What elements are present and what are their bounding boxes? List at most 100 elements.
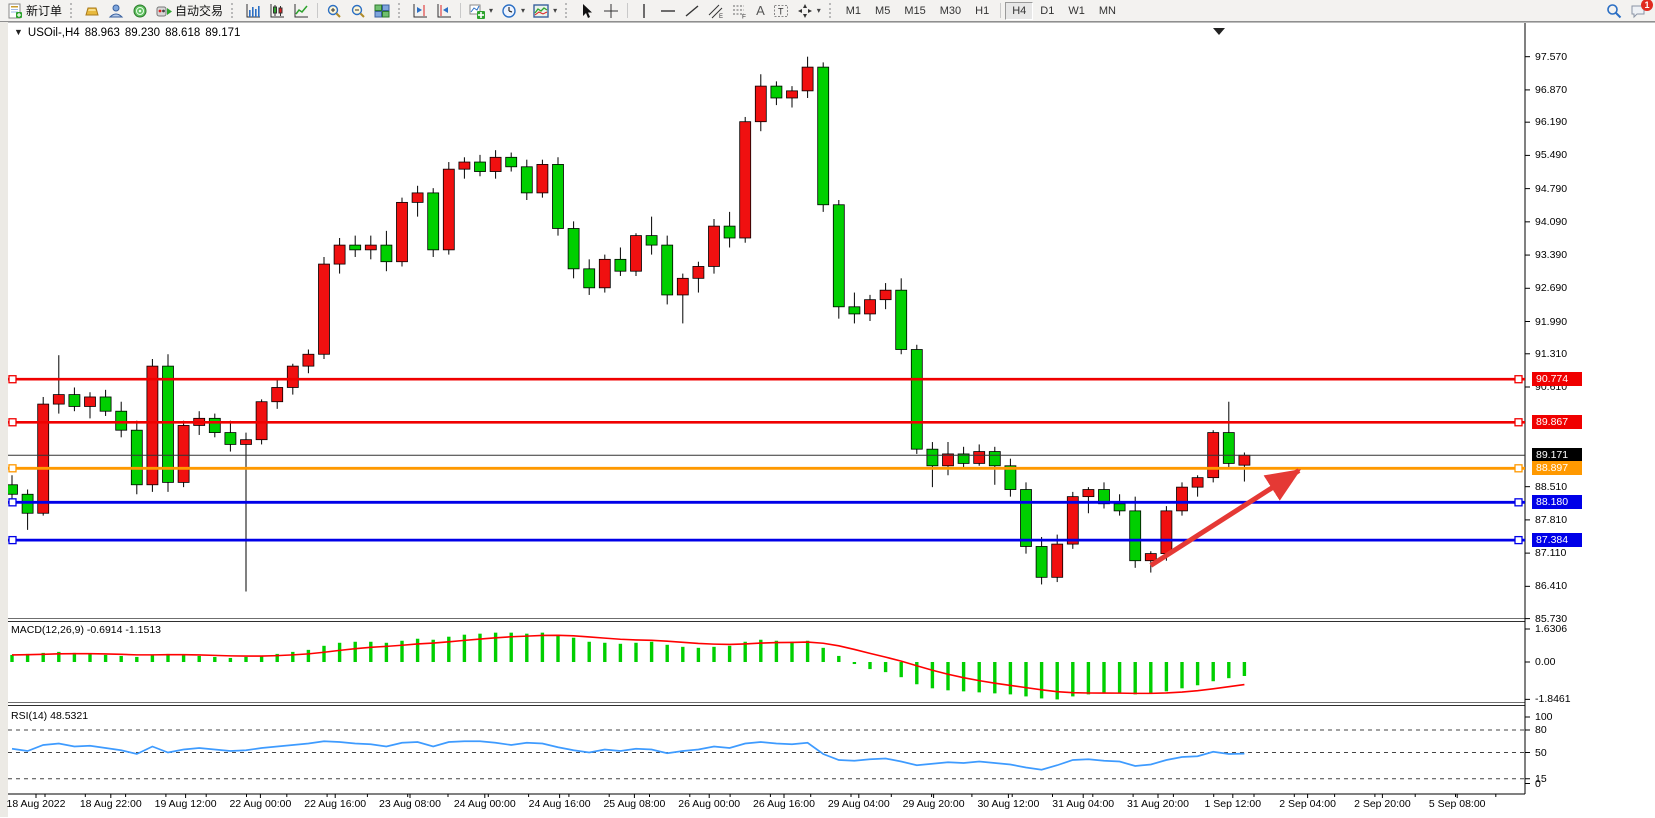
channel-button[interactable]: E <box>704 2 728 20</box>
time-label: 22 Aug 16:00 <box>304 798 367 810</box>
price-level-badge: 89.171 <box>1532 448 1582 463</box>
cursor-button[interactable] <box>575 2 599 20</box>
candle-body <box>614 258 627 272</box>
trend-arrow[interactable] <box>1149 468 1302 568</box>
dropdown-arrow-icon: ▾ <box>521 6 526 15</box>
rsi-name: RSI(14) <box>11 710 48 722</box>
add-indicator-button[interactable]: ▾ <box>465 2 497 20</box>
cursor-icon <box>583 3 593 18</box>
line-handle[interactable] <box>1514 464 1523 473</box>
tile-windows-icon <box>374 4 390 17</box>
candle-body <box>1082 489 1095 498</box>
candle-body <box>848 306 861 315</box>
collapse-triangle-icon[interactable]: ▼ <box>14 27 23 37</box>
text-label-icon: T <box>773 4 788 17</box>
horizontal-line-icon <box>661 9 676 12</box>
template-button[interactable]: ▾ <box>529 2 561 20</box>
vertical-line-button[interactable] <box>632 2 656 20</box>
fibonacci-button[interactable]: F <box>728 2 752 20</box>
line-handle[interactable] <box>1514 375 1523 384</box>
candle-body <box>520 166 533 194</box>
timeframe-button-W1[interactable]: W1 <box>1068 4 1085 17</box>
navigator-button[interactable] <box>128 2 152 20</box>
line-handle[interactable] <box>8 498 17 507</box>
market-watch-button[interactable] <box>80 2 104 20</box>
candle-body <box>926 448 939 467</box>
chart-autoscroll-button[interactable] <box>432 2 456 20</box>
candle-body <box>255 401 268 441</box>
rsi-axis-tick: 100 <box>1535 711 1553 723</box>
price-tick: 96.870 <box>1535 83 1568 96</box>
candle-body <box>957 453 970 464</box>
header-close: 89.171 <box>205 27 241 39</box>
chart-shift-marker[interactable] <box>1213 28 1225 35</box>
candle-body <box>1066 496 1079 545</box>
candle-body <box>910 349 923 450</box>
chart-canvas[interactable] <box>8 23 1655 818</box>
auto-trading-label: 自动交易 <box>175 4 224 18</box>
timeframe-button-M5[interactable]: M5 <box>875 4 891 17</box>
line-handle[interactable] <box>1514 535 1523 545</box>
trendline-button[interactable] <box>680 2 704 20</box>
macd-values: -0.6914 -1.1513 <box>86 624 162 636</box>
rsi-axis-tick: 50 <box>1535 746 1547 759</box>
candle-body <box>864 299 876 315</box>
chart-shift-button[interactable] <box>408 2 432 20</box>
notification-badge: 1 <box>1641 0 1653 11</box>
line-handle[interactable] <box>8 535 17 545</box>
timeframe-button-H1[interactable]: H1 <box>975 4 990 17</box>
candle-body <box>1004 465 1017 490</box>
data-window-button[interactable] <box>104 2 128 20</box>
candle-body <box>333 244 346 265</box>
time-label: 26 Aug 00:00 <box>678 798 741 810</box>
period-button[interactable]: ▾ <box>497 2 529 20</box>
candle-body <box>942 453 954 467</box>
line-handle[interactable] <box>1514 498 1523 507</box>
line-chart-button[interactable] <box>289 2 313 20</box>
price-axis[interactable]: 97.570 96.870 96.190 95.490 94.790 94.090 93.3… <box>1525 23 1655 818</box>
candle-body <box>349 244 362 251</box>
tile-windows-button[interactable] <box>370 2 394 20</box>
new-order-icon <box>8 3 22 18</box>
timeframe-button-H4[interactable]: H4 <box>1005 1 1034 20</box>
timeframe-button-M1[interactable]: M1 <box>845 4 862 17</box>
line-handle[interactable] <box>8 418 17 427</box>
toolbar-grip <box>70 3 76 18</box>
text-button[interactable]: A <box>752 2 769 20</box>
text-label-button[interactable]: T <box>769 2 793 20</box>
macd-histogram <box>10 632 1247 700</box>
line-handle[interactable] <box>1514 418 1523 427</box>
line-handle[interactable] <box>8 464 17 473</box>
zoom-out-button[interactable] <box>346 2 370 20</box>
candle-body <box>895 289 908 350</box>
auto-trading-button[interactable]: 自动交易 <box>152 2 227 20</box>
candle-body <box>817 66 830 206</box>
time-axis[interactable]: 18 Aug 2022 18 Aug 22:00 19 Aug 12:00 22 Au… <box>7 798 1525 818</box>
candle-body <box>536 164 549 194</box>
candle-body <box>676 277 689 296</box>
line-handle[interactable] <box>8 375 17 384</box>
timeframe-button-D1[interactable]: D1 <box>1040 4 1055 17</box>
chat-button[interactable]: 1 <box>1630 0 1653 19</box>
timeframe-button-M15[interactable]: M15 <box>904 4 926 17</box>
candlestick-chart-button[interactable] <box>265 2 289 20</box>
horizontal-line-button[interactable] <box>656 2 680 20</box>
timeframe-button-MN[interactable]: MN <box>1098 4 1116 17</box>
candle-body <box>770 85 783 99</box>
arrows-button[interactable]: ▾ <box>793 2 825 20</box>
zoom-in-button[interactable] <box>322 2 346 20</box>
search-icon[interactable] <box>1606 3 1622 19</box>
toolbar-grip <box>231 3 237 18</box>
candle-body <box>1020 489 1032 547</box>
chart-window[interactable]: ▼ USOil-,H4 88.963 89.230 88.618 89.171 … <box>7 22 1655 818</box>
candle-body <box>1160 510 1173 554</box>
price-tick: 97.570 <box>1535 50 1568 63</box>
candle-body <box>973 451 986 464</box>
new-order-button[interactable]: 新订单 <box>3 2 66 20</box>
candle-body <box>552 164 564 229</box>
crosshair-button[interactable] <box>599 2 623 20</box>
candle-body <box>1129 510 1142 562</box>
bar-chart-button[interactable] <box>241 2 265 20</box>
timeframe-button-M30[interactable]: M30 <box>939 4 962 17</box>
macd-indicator-label: MACD(12,26,9) -0.6914 -1.1513 <box>11 624 161 636</box>
